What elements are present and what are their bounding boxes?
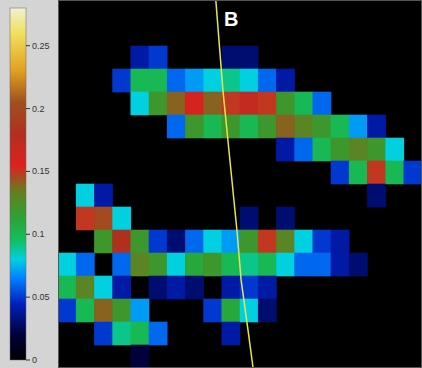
svg-text:0.15: 0.15 — [32, 166, 50, 176]
svg-text:0.25: 0.25 — [32, 41, 50, 51]
svg-text:0.1: 0.1 — [32, 229, 45, 239]
html-text:B: B — [224, 8, 239, 30]
svg-text:0.2: 0.2 — [32, 104, 45, 114]
svg-text:0: 0 — [32, 355, 37, 365]
svg-text:0.05: 0.05 — [32, 292, 50, 302]
